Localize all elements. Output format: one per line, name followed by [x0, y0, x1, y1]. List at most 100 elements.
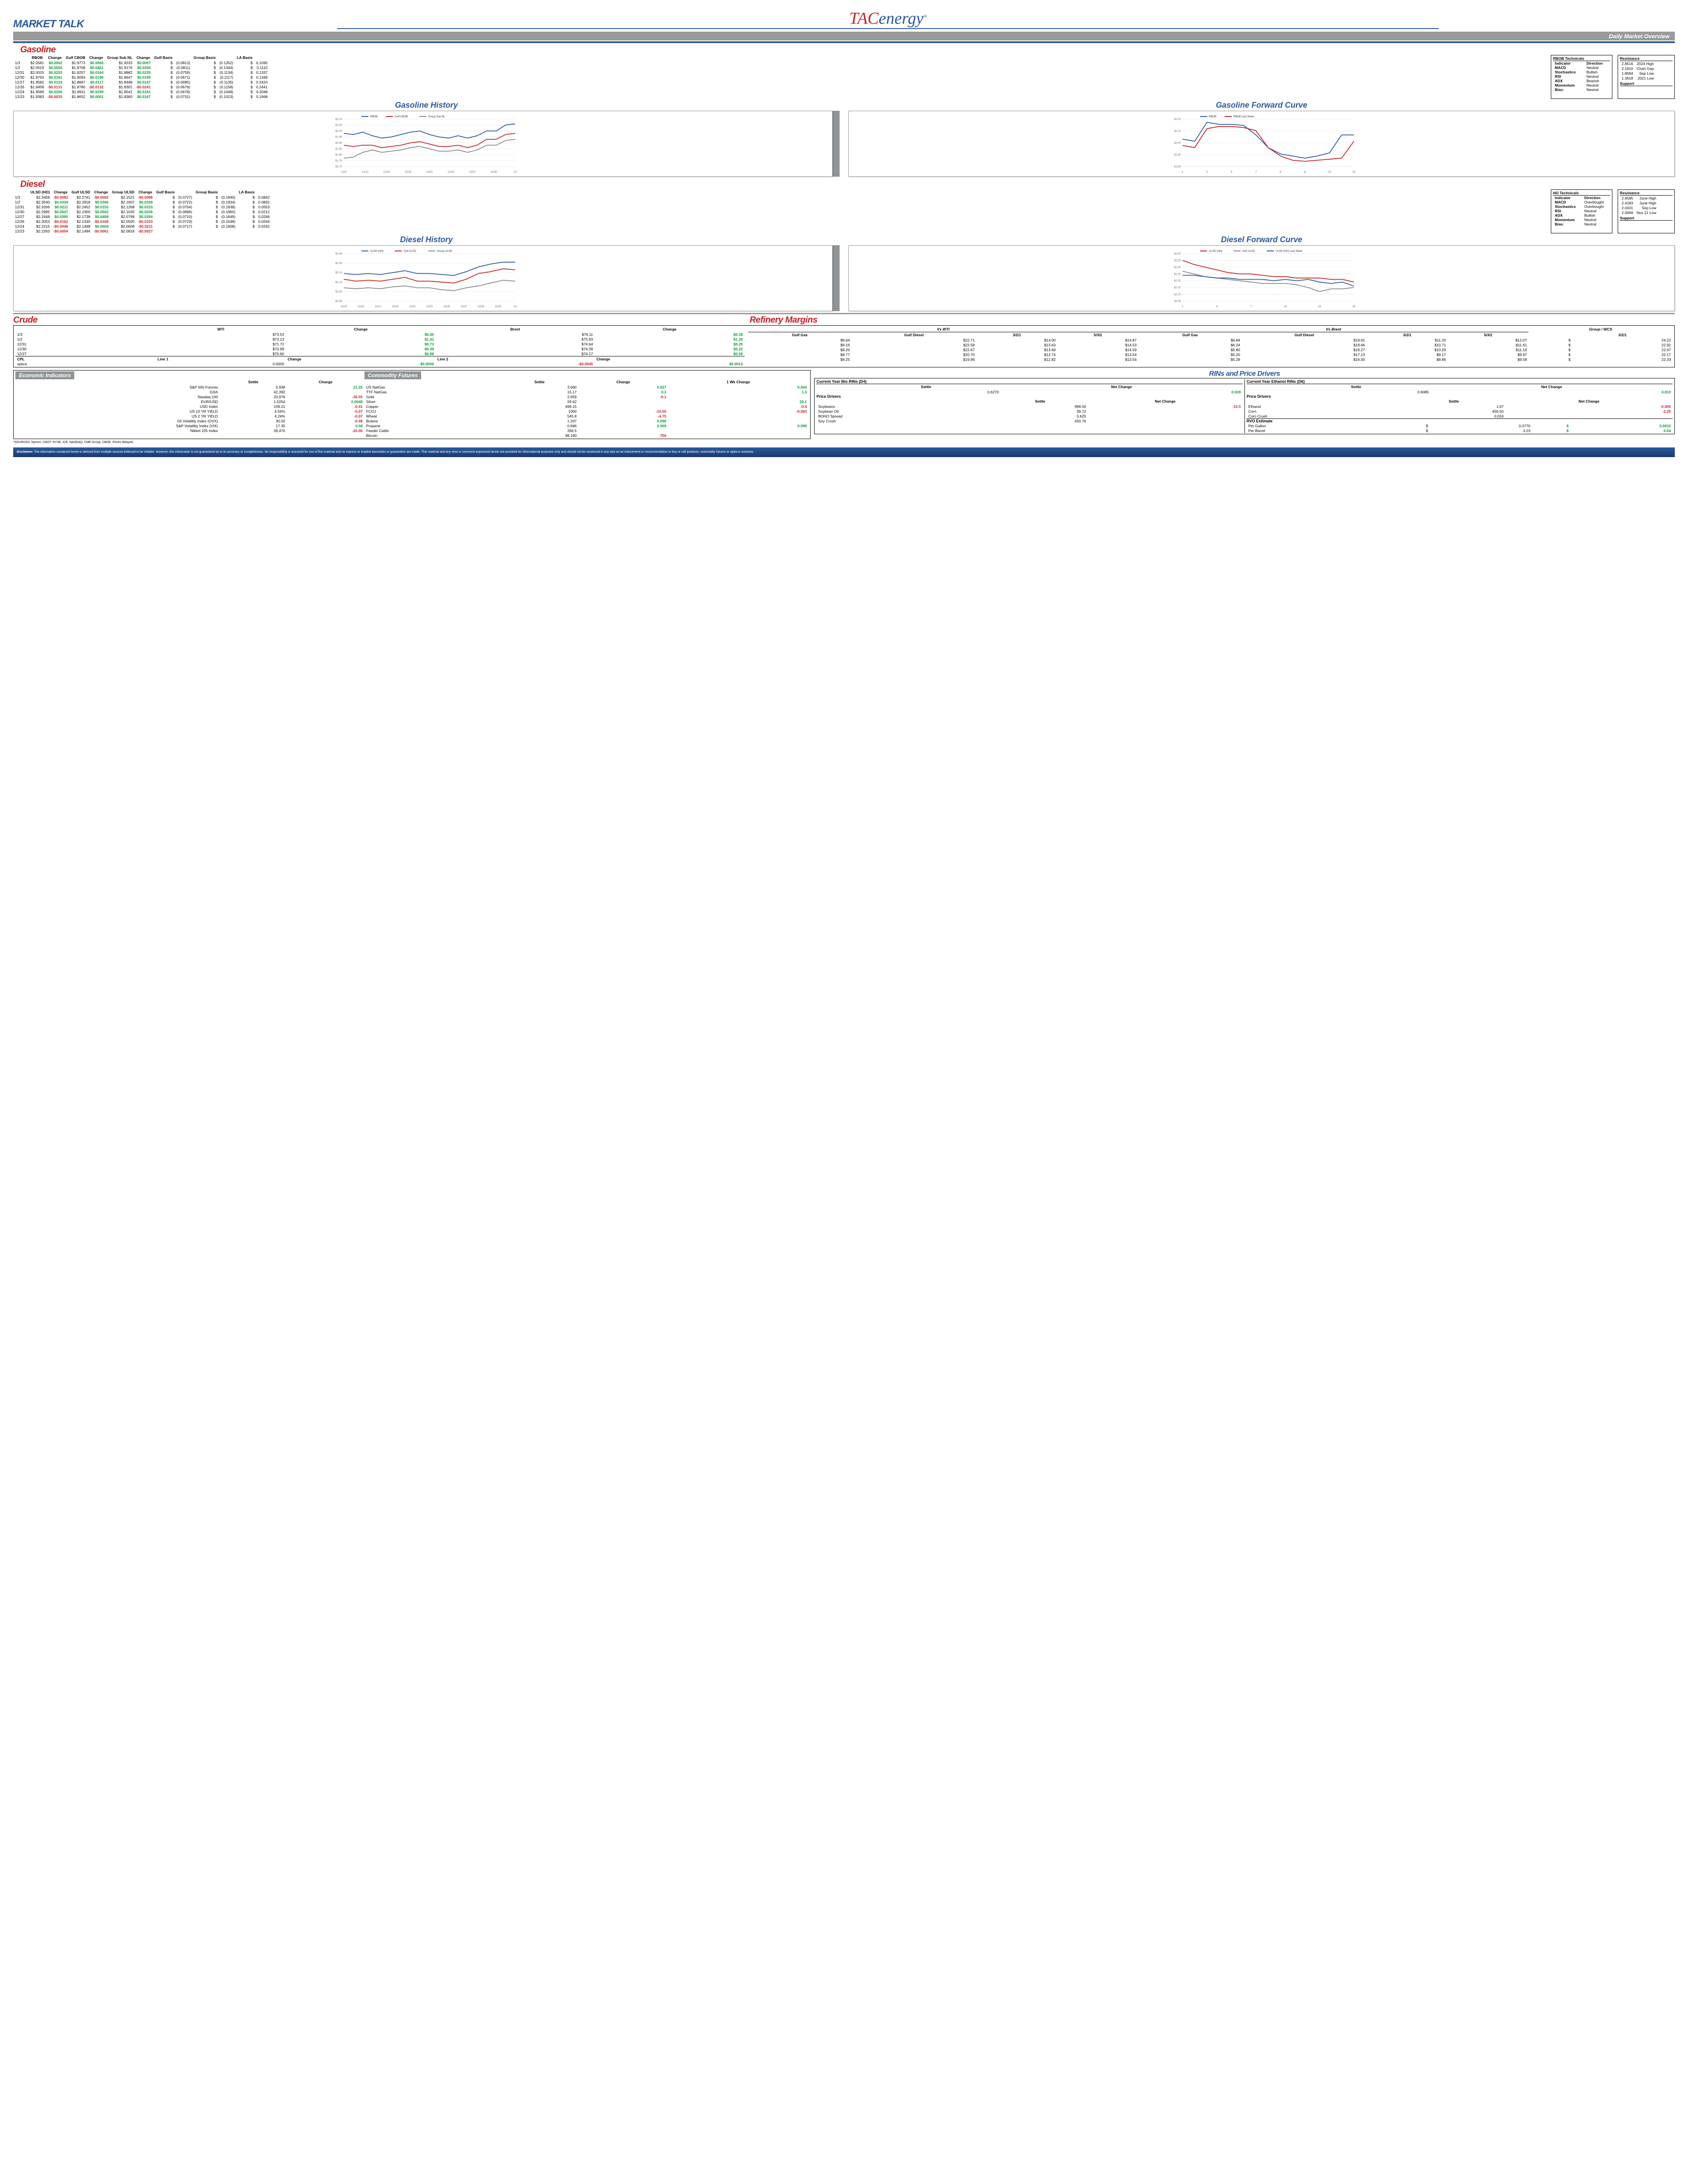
svg-text:Gulf ULSD: Gulf ULSD [1242, 250, 1255, 253]
svg-text:$2.05: $2.05 [335, 124, 342, 127]
diesel-tech-table: IndicatorDirectionMACDOverboughtStochast… [1553, 196, 1610, 226]
rbob-res-box: Resistance 2.85162024 High2.1810Chart Ga… [1618, 55, 1675, 99]
accent-strip-2 [833, 245, 840, 311]
gasoline-table: RBOBChangeGulf CBOBChangeGroup Sub NLCha… [13, 55, 269, 99]
comm-table: SettleChange1 Wk ChangeUS NatGas3.6600.0… [364, 379, 808, 438]
svg-text:12/23: 12/23 [426, 305, 433, 308]
svg-text:7: 7 [1255, 171, 1257, 174]
svg-text:Group ULSD: Group ULSD [437, 250, 452, 253]
gasoline-title: Gasoline [20, 45, 1675, 55]
gasoline-charts: Gasoline History $1.70$1.75$1.80$1.85$1.… [13, 101, 1675, 177]
svg-text:12/27: 12/27 [469, 171, 476, 174]
ho-tech-box: HO Technicals IndicatorDirectionMACDOver… [1551, 189, 1612, 233]
gas-forward-chart: $1.80$1.90$2.00$2.10$2.2013579111315RBOB… [848, 111, 1675, 177]
res-title: Resistance [1620, 56, 1673, 61]
svg-text:13: 13 [1328, 171, 1331, 174]
refinery-table: Vs WTIVs BrentGroup / WCSGulf GasGulf Di… [748, 327, 1673, 362]
svg-text:$2.20: $2.20 [1174, 118, 1181, 121]
ho-res-box: Resistance 2.6595June High2.4183June Hig… [1618, 189, 1675, 233]
svg-text:$2.20: $2.20 [1174, 280, 1181, 283]
svg-text:12/30: 12/30 [491, 171, 498, 174]
market-talk-logo: MARKET TALK [13, 19, 84, 29]
svg-text:Gulf CBOB: Gulf CBOB [395, 116, 408, 118]
svg-text:$2.35: $2.35 [1174, 259, 1181, 262]
d4-settle: 0.6270 [851, 389, 1000, 394]
svg-text:RBOB: RBOB [370, 116, 378, 118]
svg-text:12/29: 12/29 [477, 305, 484, 308]
settle-hdr: Settle [851, 384, 1000, 389]
svg-text:12/19: 12/19 [392, 305, 399, 308]
crude-table: WTIChangeBrentChange1/3$73.53$0.40$76.11… [15, 327, 745, 366]
d6-title: Current Year Ethanol RINs (D6) [1247, 379, 1673, 384]
subtitle-text: Daily Market Overview [1609, 33, 1670, 40]
svg-text:$1.85: $1.85 [335, 148, 342, 151]
gasoline-tech-table: IndicatorDirectionMACDNeutralStochastics… [1553, 61, 1610, 92]
svg-text:1/2: 1/2 [513, 305, 517, 308]
svg-text:12/15: 12/15 [357, 305, 364, 308]
rin-left-table: SettleNet ChangeSoybeans999.50-10.5Soybe… [816, 399, 1242, 423]
tac-logo: TACenergy® [102, 9, 1675, 29]
svg-text:12/12: 12/12 [362, 171, 369, 174]
ho-tech-title: HO Technicals [1553, 191, 1610, 196]
svg-text:Gulf ULSD: Gulf ULSD [404, 250, 416, 253]
diesel-forward-chart: $2.05$2.10$2.15$2.20$2.25$2.30$2.35$2.40… [848, 245, 1675, 311]
svg-text:12/17: 12/17 [375, 305, 382, 308]
svg-text:$2.10: $2.10 [1174, 294, 1181, 296]
diesel-sup-title: Support [1620, 216, 1673, 221]
d6-settle: 0.6085 [1281, 389, 1430, 394]
svg-text:RBOB Last Week: RBOB Last Week [1233, 116, 1255, 118]
econ-title: Economic Indicators [15, 371, 74, 379]
svg-text:$1.70: $1.70 [335, 166, 342, 168]
svg-text:5: 5 [1231, 171, 1233, 174]
diesel-history-title: Diesel History [13, 235, 840, 244]
pd-right-title: Price Drivers [1247, 394, 1673, 399]
svg-text:1/2: 1/2 [513, 171, 517, 174]
rvo-title: RVO Estimate [1247, 418, 1673, 423]
gas-history-title: Gasoline History [13, 101, 840, 110]
rin-right-table: SettleNet ChangeEthanol1.67-0.005Corn459… [1247, 399, 1673, 418]
svg-text:$2.10: $2.10 [1174, 130, 1181, 133]
report-header: MARKET TALK TACenergy® [13, 9, 1675, 29]
svg-text:$1.90: $1.90 [1174, 154, 1181, 156]
svg-text:$2.14: $2.14 [335, 281, 342, 284]
svg-text:Group Sub NL: Group Sub NL [428, 116, 445, 118]
svg-text:12/25: 12/25 [443, 305, 450, 308]
svg-text:12/27: 12/27 [460, 305, 467, 308]
sup-title: Support [1620, 81, 1673, 86]
svg-text:ULSD (HO): ULSD (HO) [1209, 250, 1222, 253]
market-talk-text: MARKET TALK [13, 18, 84, 30]
svg-text:$2.00: $2.00 [1174, 142, 1181, 145]
econ-comm-box: Economic Indicators SettleChangeS&P 500 … [13, 370, 811, 439]
sources-note: *SOURCES: Nymex, CBOT, NYSE, ICE, NASDAQ… [13, 441, 1675, 444]
svg-text:10: 10 [1284, 305, 1287, 308]
rvo-table: Per Gallon$0.0770$0.0010Per Barrel$3.23$… [1247, 423, 1673, 433]
rbob-tech-box: RBOB Technicals IndicatorDirectionMACDNe… [1551, 55, 1612, 99]
svg-text:15: 15 [1353, 171, 1356, 174]
rbob-tech-title: RBOB Technicals [1553, 56, 1610, 61]
svg-text:ULSD (HO): ULSD (HO) [370, 250, 384, 253]
svg-text:12/9: 12/9 [341, 171, 346, 174]
svg-text:9: 9 [1280, 171, 1281, 174]
svg-text:RBOB: RBOB [1209, 116, 1216, 118]
svg-text:7: 7 [1250, 305, 1252, 308]
pd-left-title: Price Drivers [816, 394, 1242, 399]
disclaimer-box: Disclaimer: The information contained he… [13, 447, 1675, 457]
svg-text:11: 11 [1303, 171, 1306, 174]
svg-text:12/13: 12/13 [340, 305, 347, 308]
disclaimer-label: Disclaimer: [17, 451, 33, 454]
diesel-charts: Diesel History $1.94$2.04$2.14$2.24$2.34… [13, 235, 1675, 311]
crude-title: Crude [13, 315, 744, 325]
svg-text:$1.80: $1.80 [335, 154, 342, 156]
svg-text:$2.44: $2.44 [335, 253, 342, 255]
svg-text:12/21: 12/21 [409, 305, 416, 308]
svg-text:$2.25: $2.25 [1174, 273, 1181, 276]
svg-text:$1.90: $1.90 [335, 142, 342, 145]
svg-text:$2.34: $2.34 [335, 262, 342, 265]
diesel-res-title: Resistance [1620, 191, 1673, 196]
svg-text:4: 4 [1216, 305, 1218, 308]
comm-title: Commodity Futures [364, 371, 421, 379]
svg-text:3: 3 [1206, 171, 1208, 174]
gasoline-row: RBOBChangeGulf CBOBChangeGroup Sub NLCha… [13, 55, 1675, 99]
svg-text:$2.15: $2.15 [1174, 287, 1181, 289]
svg-text:$2.24: $2.24 [335, 272, 342, 274]
